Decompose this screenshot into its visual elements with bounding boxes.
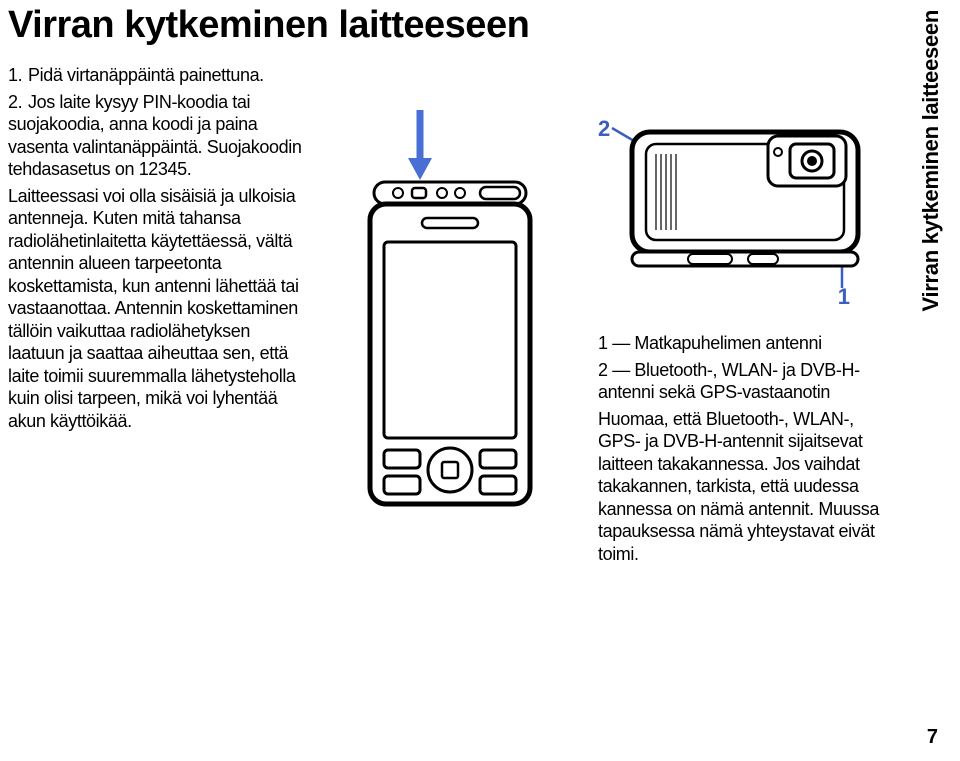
list-number: 1.	[8, 64, 28, 87]
page-body: 1.Pidä virtanäppäintä painettuna. 2.Jos …	[0, 0, 960, 761]
list-text: Jos laite kysyy PIN-koodia tai suojakood…	[8, 92, 301, 180]
list-item: 2.Jos laite kysyy PIN-koodia tai suojako…	[8, 91, 302, 181]
side-page-label: Virran kytkeminen laitteeseen	[918, 10, 944, 312]
page-number: 7	[927, 726, 938, 749]
antenna-note: Huomaa, että Bluetooth-, WLAN-, GPS- ja …	[598, 408, 882, 566]
left-column: 1.Pidä virtanäppäintä painettuna. 2.Jos …	[8, 0, 318, 721]
legend-line-1: 1 — Matkapuhelimen antenni	[598, 332, 882, 355]
instruction-list: 1.Pidä virtanäppäintä painettuna. 2.Jos …	[8, 64, 302, 181]
list-number: 2.	[8, 91, 28, 114]
callout-label-2: 2	[598, 116, 610, 142]
right-column: 2 1	[598, 0, 898, 721]
callout-label-1: 1	[838, 284, 850, 310]
page-title: Virran kytkeminen laitteeseen	[8, 4, 529, 47]
arrow-icon	[408, 110, 432, 180]
legend-line-2: 2 — Bluetooth-, WLAN- ja DVB-H-antenni s…	[598, 359, 882, 404]
phone-back-svg	[598, 110, 878, 310]
phone-back-illustration: 2 1	[598, 110, 878, 310]
list-text: Pidä virtanäppäintä painettuna.	[28, 65, 264, 85]
list-item: 1.Pidä virtanäppäintä painettuna.	[8, 64, 302, 87]
antenna-paragraph: Laitteessasi voi olla sisäisiä ja ulkois…	[8, 185, 302, 433]
phone-front-svg	[360, 110, 540, 510]
middle-column	[318, 0, 598, 721]
phone-front-illustration	[360, 110, 540, 515]
